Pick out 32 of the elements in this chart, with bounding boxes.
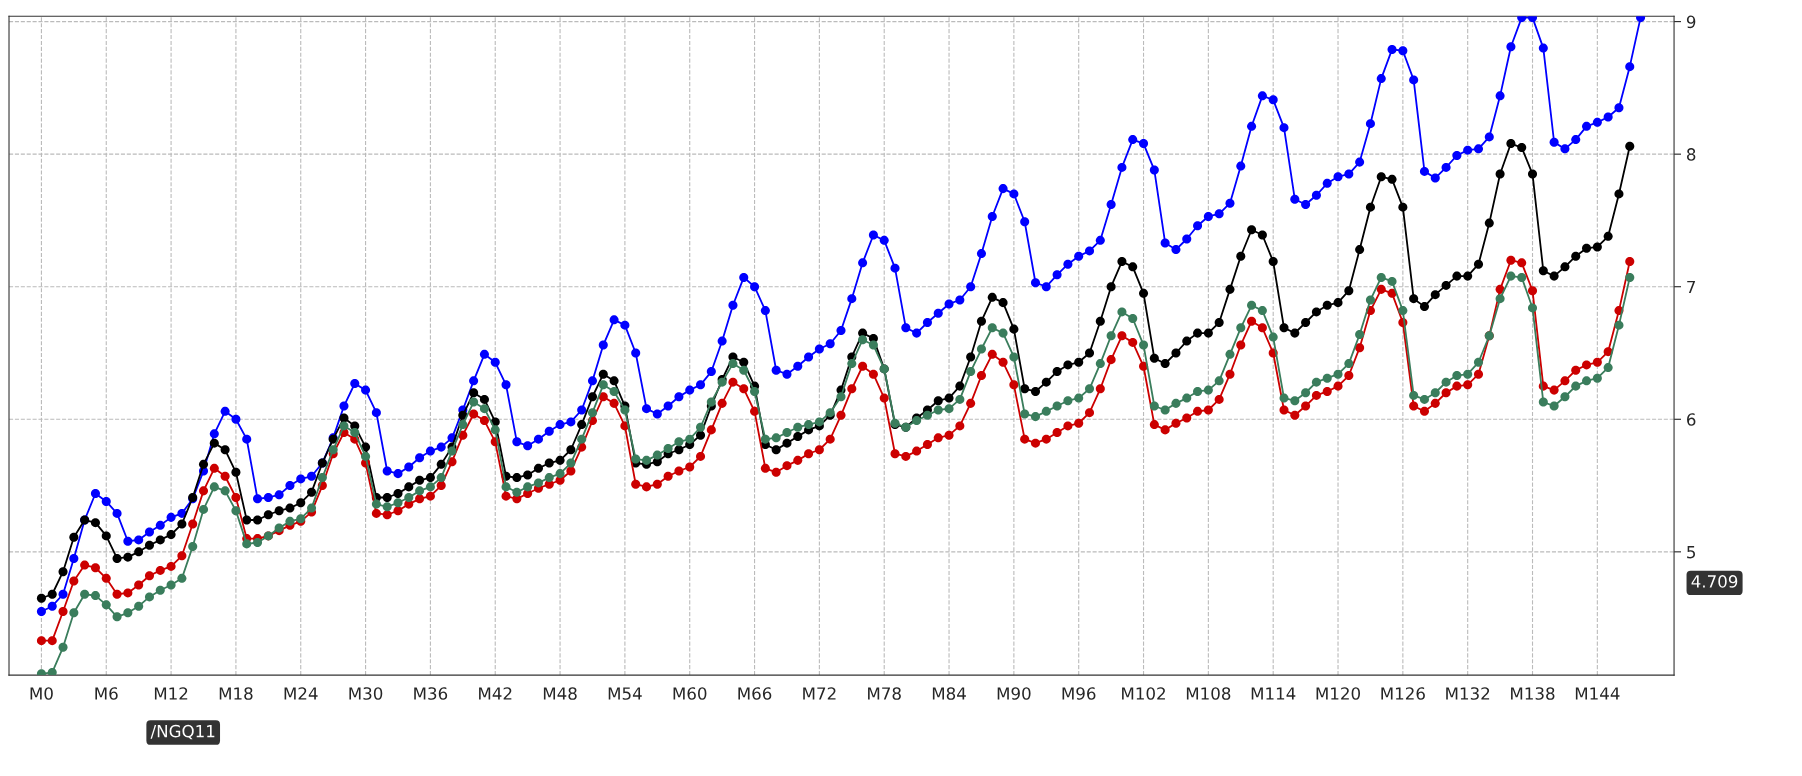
x-tick-label: M30 <box>349 687 383 700</box>
x-tick-label: M24 <box>284 687 318 700</box>
x-tick-label: M72 <box>803 687 836 700</box>
x-tick-label: M108 <box>1186 687 1231 700</box>
x-tick-label: M18 <box>219 687 253 700</box>
x-tick-label: M144 <box>1575 687 1620 700</box>
x-tick-label: M114 <box>1251 687 1296 700</box>
x-tick-label: M6 <box>95 687 118 700</box>
y-tick-label: 5 <box>1687 546 1696 559</box>
x-tick-label: M42 <box>479 687 512 700</box>
x-tick-label: M102 <box>1122 687 1165 700</box>
x-tick-label: M138 <box>1511 687 1555 700</box>
x-tick-label: M66 <box>738 687 772 700</box>
text: 4.709 <box>1691 575 1738 588</box>
y-tick-label: 6 <box>1687 413 1696 426</box>
y-tick-label: 8 <box>1686 148 1696 161</box>
y-tick-label: 9 <box>1686 15 1696 29</box>
x-tick-label: M120 <box>1316 687 1361 700</box>
x-tick-label: M96 <box>1062 687 1096 700</box>
x-tick-label: M48 <box>543 687 577 700</box>
x-tick-label: M36 <box>414 687 448 700</box>
x-tick-label: M0 <box>30 687 53 700</box>
x-tick-label: M126 <box>1381 687 1425 700</box>
x-tick-label: M84 <box>932 687 966 700</box>
y-tick-label: 7 <box>1687 280 1696 294</box>
x-tick-label: M90 <box>997 687 1031 700</box>
x-tick-label: M12 <box>154 687 188 700</box>
x-tick-label: M132 <box>1446 687 1490 700</box>
text: /NGQ11 <box>150 724 215 740</box>
x-tick-label: M54 <box>608 687 642 700</box>
x-tick-label: M78 <box>868 687 901 700</box>
x-tick-label: M60 <box>673 687 707 700</box>
